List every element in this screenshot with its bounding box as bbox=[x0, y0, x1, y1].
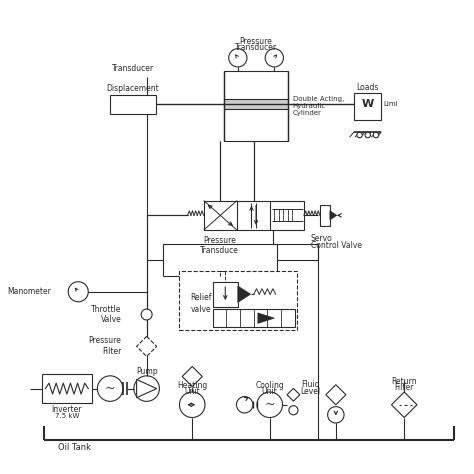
Bar bbox=[204, 201, 304, 230]
Polygon shape bbox=[392, 392, 417, 418]
Circle shape bbox=[228, 49, 247, 67]
Text: Unit: Unit bbox=[184, 387, 200, 396]
Text: Oil Tank: Oil Tank bbox=[58, 443, 91, 452]
Polygon shape bbox=[326, 385, 346, 405]
Text: Pressure: Pressure bbox=[89, 337, 121, 346]
Text: Filter: Filter bbox=[102, 347, 121, 356]
Text: Return: Return bbox=[392, 376, 417, 385]
Text: ~: ~ bbox=[105, 382, 115, 395]
Bar bbox=[213, 310, 295, 327]
Text: Control Valve: Control Valve bbox=[311, 241, 362, 250]
Bar bbox=[320, 205, 330, 226]
Bar bbox=[224, 71, 288, 141]
Polygon shape bbox=[137, 337, 157, 356]
Text: valve: valve bbox=[191, 305, 212, 314]
Circle shape bbox=[373, 132, 379, 138]
Text: Displacement: Displacement bbox=[107, 84, 159, 93]
Circle shape bbox=[134, 376, 159, 401]
Circle shape bbox=[257, 392, 283, 418]
Bar bbox=[354, 93, 382, 120]
Text: 7.5 kW: 7.5 kW bbox=[55, 413, 79, 419]
Text: Servo: Servo bbox=[311, 234, 333, 243]
Circle shape bbox=[357, 132, 362, 138]
Text: Transducer: Transducer bbox=[112, 64, 154, 73]
Text: Limi: Limi bbox=[384, 101, 398, 108]
Bar bbox=[179, 271, 297, 330]
Text: Cooling: Cooling bbox=[255, 381, 284, 390]
Text: Manometer: Manometer bbox=[7, 287, 51, 296]
Text: Transduce: Transduce bbox=[200, 246, 239, 255]
Text: Unit: Unit bbox=[262, 387, 278, 396]
Text: Pressure: Pressure bbox=[240, 37, 273, 46]
Text: Throttle: Throttle bbox=[91, 305, 121, 314]
Bar bbox=[224, 100, 288, 109]
Text: Pump: Pump bbox=[136, 367, 157, 376]
Bar bbox=[213, 282, 238, 307]
Text: Pressure: Pressure bbox=[203, 236, 236, 245]
Text: Fluid: Fluid bbox=[301, 380, 320, 389]
Circle shape bbox=[265, 49, 283, 67]
Polygon shape bbox=[258, 313, 274, 323]
Text: Double Acting,
Hydraulic
Cylinder: Double Acting, Hydraulic Cylinder bbox=[292, 96, 344, 116]
Text: ~: ~ bbox=[264, 398, 275, 411]
Circle shape bbox=[328, 407, 344, 423]
Text: Valve: Valve bbox=[101, 315, 121, 324]
Polygon shape bbox=[238, 286, 251, 302]
Circle shape bbox=[237, 397, 253, 413]
Circle shape bbox=[289, 406, 298, 415]
Bar bbox=[163, 244, 276, 276]
Text: Loads: Loads bbox=[356, 83, 379, 92]
Text: Inverter: Inverter bbox=[52, 405, 82, 414]
Polygon shape bbox=[137, 380, 157, 398]
Circle shape bbox=[141, 309, 152, 320]
Bar bbox=[110, 95, 156, 114]
Bar bbox=[42, 374, 92, 403]
Text: Relief: Relief bbox=[191, 293, 212, 302]
Polygon shape bbox=[182, 366, 202, 386]
Text: Heating: Heating bbox=[177, 381, 207, 390]
Circle shape bbox=[68, 282, 88, 302]
Circle shape bbox=[180, 392, 205, 418]
Polygon shape bbox=[330, 211, 337, 220]
Circle shape bbox=[365, 132, 371, 138]
Polygon shape bbox=[287, 388, 300, 401]
Text: W: W bbox=[362, 100, 374, 109]
Text: Filter: Filter bbox=[394, 383, 414, 392]
Circle shape bbox=[97, 376, 123, 401]
Text: Level: Level bbox=[301, 387, 321, 396]
Text: Transducer: Transducer bbox=[235, 43, 277, 52]
